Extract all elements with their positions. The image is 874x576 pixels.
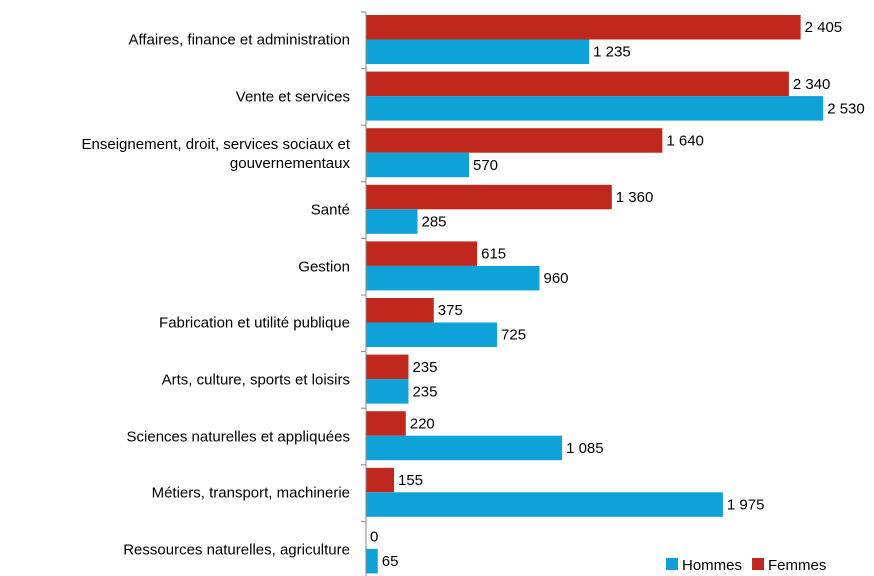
data-label: 2 340 <box>793 76 831 93</box>
data-label: 235 <box>412 383 437 400</box>
data-label: 65 <box>382 553 399 570</box>
data-label: 155 <box>398 472 423 489</box>
data-label: 2 530 <box>827 100 865 117</box>
data-label: 375 <box>438 302 463 319</box>
data-label: 960 <box>543 270 568 287</box>
bar <box>366 322 498 347</box>
bar <box>366 241 478 266</box>
category-label: Enseignement, droit, services sociaux et… <box>81 135 350 172</box>
category-label: Gestion <box>298 258 350 276</box>
bar <box>366 15 801 40</box>
bar <box>366 435 563 461</box>
data-label: 570 <box>473 157 498 174</box>
data-label: 220 <box>410 415 435 432</box>
bar <box>366 467 395 493</box>
bar <box>366 96 824 121</box>
category-label: Fabrication et utilité publique <box>159 314 350 332</box>
data-label: 1 975 <box>727 497 765 514</box>
bar <box>366 209 418 234</box>
category-label: Arts, culture, sports et loisirs <box>161 371 350 389</box>
legend-label: Femmes <box>768 557 826 574</box>
category-label: Vente et services <box>235 88 350 106</box>
legend-label: Hommes <box>682 557 742 574</box>
category-label: Sciences naturelles et appliquées <box>126 428 350 445</box>
data-label: 1 360 <box>616 189 654 206</box>
bar <box>366 548 378 574</box>
category-label: Affaires, finance et administration <box>128 31 350 49</box>
bar <box>366 354 409 380</box>
legend-swatch <box>666 558 678 570</box>
category-label: Métiers, transport, machinerie <box>151 484 350 502</box>
data-label: 725 <box>501 327 526 344</box>
category-label: Santé <box>310 201 350 219</box>
data-label: 2 405 <box>805 19 843 36</box>
bar <box>366 184 612 210</box>
bar <box>366 71 789 97</box>
bar <box>366 128 663 153</box>
bar <box>366 411 406 436</box>
bar <box>366 265 540 291</box>
data-label: 285 <box>422 214 447 231</box>
data-label: 1 235 <box>593 44 631 61</box>
bar <box>366 39 590 64</box>
data-label: 235 <box>412 359 437 376</box>
bar <box>366 298 434 323</box>
data-label: 1 085 <box>566 440 604 457</box>
bar <box>366 379 409 404</box>
data-label: 0 <box>370 529 378 546</box>
data-label: 615 <box>481 246 506 263</box>
bar <box>366 152 470 178</box>
category-label: Ressources naturelles, agriculture <box>123 541 350 559</box>
data-label: 1 640 <box>666 132 704 149</box>
bar <box>366 492 723 517</box>
legend-swatch <box>752 558 765 570</box>
